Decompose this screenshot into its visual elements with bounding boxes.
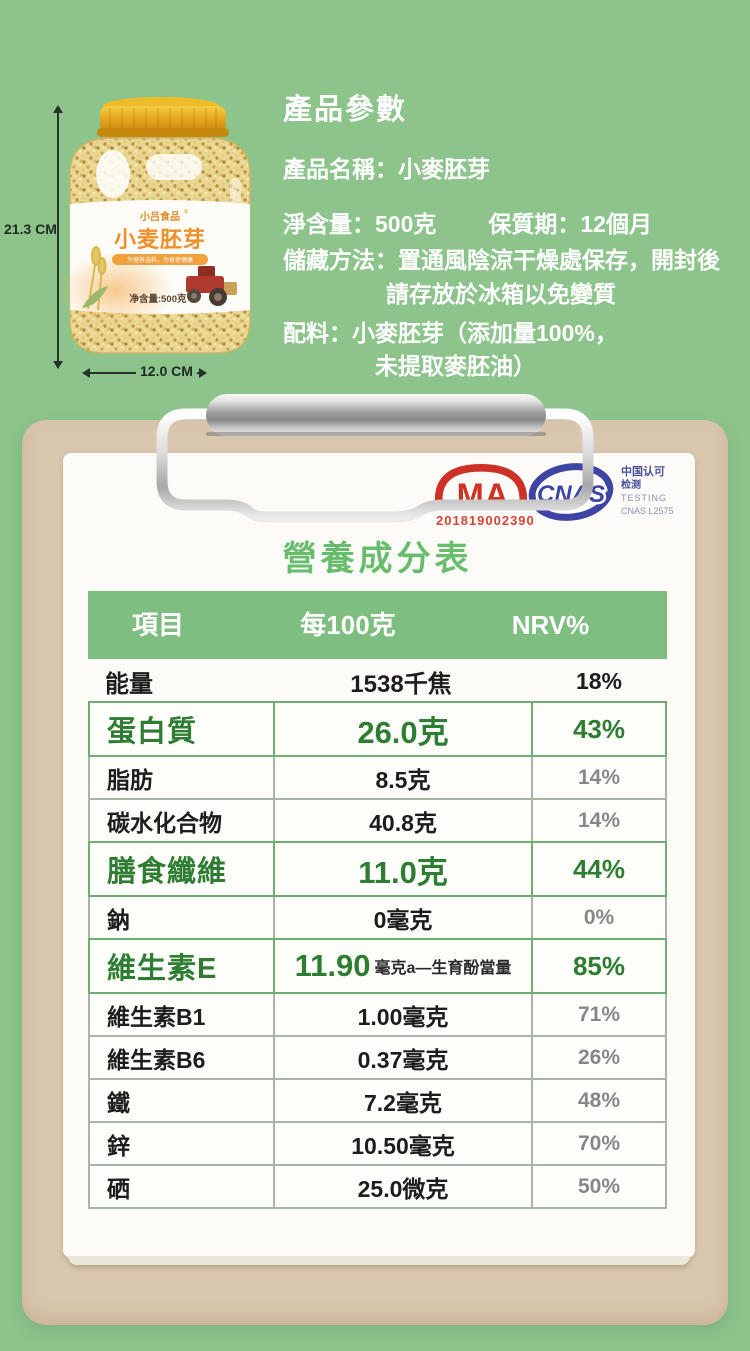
nutrient-value: 7.2毫克 [273,1080,531,1121]
nutrient-name: 鈉 [107,906,130,933]
value-number: 11.90 [294,948,371,983]
table-row: 維生素E 11.90 毫克a—生育酚當量 85% [88,938,667,994]
value-number: 7.2毫克 [364,1089,442,1116]
nutrient-name: 維生素B6 [107,1046,206,1073]
spacer [436,205,488,239]
nutrient-value: 25.0微克 [273,1166,531,1207]
paper-bottom-edge [68,1256,690,1265]
cma-certificate-number: 201819002390 [436,513,535,528]
cnas-line-3: TESTING [621,493,668,503]
nutrient-name: 鐵 [107,1089,130,1116]
nutrient-name: 鋅 [107,1132,130,1159]
table-row: 鋅 10.50毫克 70% [88,1121,667,1166]
nutrient-name: 膳食纖維 [107,856,228,888]
nutrient-name: 硒 [107,1175,130,1202]
nutrient-name: 維生素B1 [107,1003,206,1030]
nutrient-value: 8.5克 [273,757,531,798]
nutrient-nrv-percent: 70% [531,1123,665,1164]
ingredients-line-1: 配料：小麥胚芽（添加量100%， [283,320,618,346]
nutrient-nrv-percent: 14% [531,800,665,841]
value-number: 8.5克 [375,766,431,793]
value-number: 10.50毫克 [351,1132,455,1159]
nutrient-name: 維生素E [107,953,218,985]
nutrient-name: 能量 [105,670,153,698]
value-number: 0毫克 [373,906,433,933]
value-number: 26.0克 [357,714,449,750]
nutrient-value: 11.0克 [273,843,531,895]
jar-brand-text: 小吕食品 [139,210,180,223]
weight-shelflife-line: 淨含量：500克 保質期：12個月 [283,205,652,239]
nutrient-value: 11.90 毫克a—生育酚當量 [273,940,531,992]
column-header-per100g: 每100克 [300,610,396,640]
table-row: 蛋白質 26.0克 43% [88,701,667,757]
nutrient-name: 碳水化合物 [107,809,222,836]
cnas-line-2: 检测 [621,480,641,491]
cnas-accreditation-lines: 中国认可 检测 TESTING CNAS L2575 [621,466,674,518]
value-number: 1538千焦 [350,670,452,698]
nutrient-nrv-percent: 85% [531,940,665,992]
value-number: 1.00毫克 [357,1003,449,1030]
value-number: 40.8克 [369,809,437,836]
value-number: 25.0微克 [357,1175,449,1202]
shelf-life-text: 保質期：12個月 [488,211,652,237]
table-row: 維生素B6 0.37毫克 26% [88,1035,667,1080]
tractor-illustration [186,266,237,306]
table-row: 脂肪 8.5克 14% [88,755,667,800]
product-jar-image: 小吕食品 ® 小麦胚芽 为营养选料，为食者健康 净含量:500克 [58,97,251,354]
storage-line-2: 請存放於冰箱以免變質 [386,281,616,307]
table-row: 鐵 7.2毫克 48% [88,1078,667,1123]
nutrition-table-header: 項目 每100克 NRV% [88,591,667,659]
jar-slogan: 为营养选料，为食者健康 [127,256,193,264]
value-number: 0.37毫克 [357,1046,449,1073]
nutrient-nrv-percent: 48% [531,1080,665,1121]
nutrition-table: 項目 每100克 NRV% 能量 1538千焦 18% 蛋白質 26.0克 43% 脂肪 8.… [88,591,667,1209]
table-row: 能量 1538千焦 18% [88,659,667,703]
storage-line-1: 儲藏方法：置通風陰涼干燥處保存，開封後 [283,247,720,273]
nutrient-value: 40.8克 [273,800,531,841]
nutrient-value: 1538千焦 [271,659,529,703]
jar-product-name: 小麦胚芽 [114,227,206,252]
table-row: 膳食纖維 11.0克 44% [88,841,667,897]
nutrient-nrv-percent: 71% [531,994,665,1035]
nutrient-value: 10.50毫克 [273,1123,531,1164]
table-row: 碳水化合物 40.8克 14% [88,798,667,843]
table-row: 硒 25.0微克 50% [88,1164,667,1209]
nutrient-value: 1.00毫克 [273,994,531,1035]
height-dimension-line [53,105,63,369]
ingredients-line-2: 未提取麥胚油） [375,353,536,379]
width-dimension-label: 12.0 CM [136,363,197,379]
nutrient-name: 脂肪 [107,766,153,793]
cnas-line-1: 中国认可 [621,466,665,478]
table-row: 鈉 0毫克 0% [88,895,667,940]
cnas-line-4: CNAS L2575 [621,506,674,516]
clipboard-clip [156,394,594,523]
nutrition-table-title: 營養成分表 [282,540,473,578]
value-unit-suffix: 毫克a—生育酚當量 [374,960,512,977]
nutrient-nrv-percent: 18% [575,667,623,694]
nutrient-value: 0毫克 [273,897,531,938]
height-dimension-label: 21.3 CM [4,221,57,237]
column-header-nrv: NRV% [511,610,590,640]
nutrient-nrv-percent: 50% [531,1166,665,1207]
nutrient-value: 0.37毫克 [273,1037,531,1078]
nutrition-table-body: 能量 1538千焦 18% 蛋白質 26.0克 43% 脂肪 8.5克 14% 碳水化合物 40.8… [88,659,667,1209]
nutrient-value: 26.0克 [273,703,531,755]
nutrient-nrv-percent: 14% [531,757,665,798]
nutrient-nrv-percent: 26% [531,1037,665,1078]
nutrient-name: 蛋白質 [107,716,198,748]
nutrient-nrv-percent: 0% [531,897,665,938]
nutrient-nrv-percent: 43% [531,703,665,755]
jar-net-weight: 净含量:500克 [129,293,187,305]
section-title: 產品參數 [283,94,408,126]
net-weight-text: 淨含量：500克 [283,211,437,237]
table-row: 維生素B1 1.00毫克 71% [88,992,667,1037]
value-number: 11.0克 [358,854,448,890]
product-name-line: 產品名稱：小麥胚芽 [283,156,490,182]
jar-reg-mark: ® [184,209,189,216]
column-header-item: 項目 [132,610,185,640]
nutrient-nrv-percent: 44% [531,843,665,895]
